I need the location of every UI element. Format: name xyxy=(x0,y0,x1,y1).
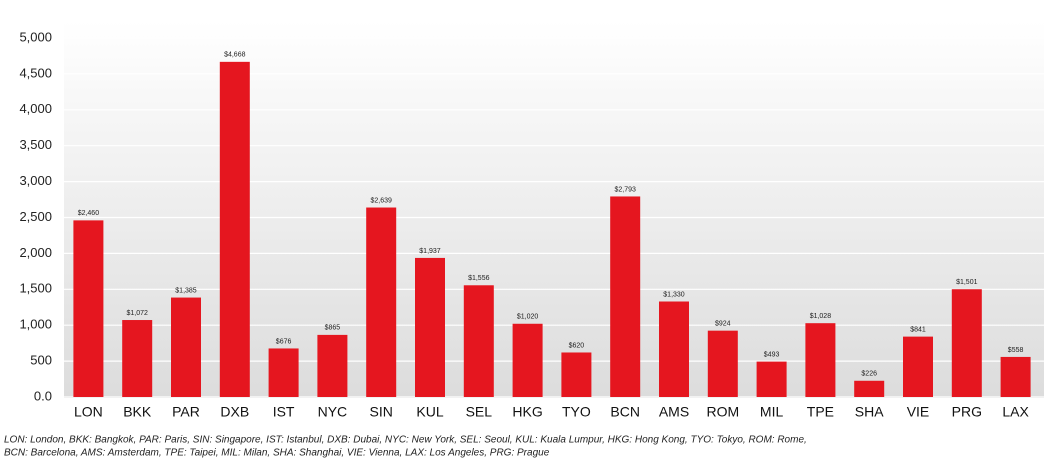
value-label: $2,793 xyxy=(614,186,636,193)
x-tick-label: VIE xyxy=(907,404,930,420)
value-label: $1,937 xyxy=(419,248,441,255)
y-tick-label: 5,000 xyxy=(19,29,52,44)
x-tick-label: SIN xyxy=(370,404,393,420)
x-tick-label: SEL xyxy=(466,404,493,420)
value-label: $924 xyxy=(715,321,731,328)
plot-background xyxy=(64,20,1044,398)
value-label: $1,501 xyxy=(956,279,978,286)
y-tick-label: 4,000 xyxy=(19,101,52,116)
x-tick-label: SHA xyxy=(855,404,884,420)
x-tick-label: NYC xyxy=(318,404,348,420)
bar xyxy=(707,330,738,397)
x-tick-label: MIL xyxy=(760,404,784,420)
value-label: $865 xyxy=(325,325,341,332)
value-label: $1,330 xyxy=(663,291,685,298)
x-tick-label: LAX xyxy=(1002,404,1029,420)
bar xyxy=(317,334,348,397)
footnote: LON: London, BKK: Bangkok, PAR: Paris, S… xyxy=(4,435,807,446)
x-tick-label: KUL xyxy=(416,404,443,420)
x-tick-label: HKG xyxy=(512,404,542,420)
value-label: $493 xyxy=(764,351,780,358)
bar xyxy=(122,320,153,397)
bar xyxy=(463,285,494,397)
value-label: $226 xyxy=(861,371,877,378)
value-label: $841 xyxy=(910,326,926,333)
x-tick-label: IST xyxy=(273,404,295,420)
value-label: $1,020 xyxy=(517,314,539,321)
footnote: BCN: Barcelona, AMS: Amsterdam, TPE: Tai… xyxy=(4,448,550,459)
value-label: $2,639 xyxy=(370,197,392,204)
y-tick-label: 1,000 xyxy=(19,317,52,332)
x-tick-label: BCN xyxy=(610,404,640,420)
y-tick-label: 500 xyxy=(30,353,52,368)
bar xyxy=(73,220,104,397)
y-tick-label: 2,500 xyxy=(19,209,52,224)
value-label: $1,556 xyxy=(468,275,490,282)
bar xyxy=(512,323,543,397)
x-tick-label: TPE xyxy=(807,404,834,420)
bar xyxy=(268,348,299,397)
y-tick-label: 3,000 xyxy=(19,173,52,188)
x-tick-label: LON xyxy=(74,404,103,420)
value-label: $1,072 xyxy=(126,310,148,317)
bar xyxy=(903,336,933,397)
bar xyxy=(756,361,787,397)
bar xyxy=(659,301,689,397)
bar xyxy=(415,257,445,397)
bar xyxy=(854,380,885,397)
y-tick-label: 2,000 xyxy=(19,245,52,260)
value-label: $1,385 xyxy=(175,287,197,294)
x-tick-label: PRG xyxy=(952,404,982,420)
bar xyxy=(610,196,641,397)
value-label: $558 xyxy=(1008,347,1024,354)
y-tick-label: 3,500 xyxy=(19,137,52,152)
y-tick-label: 0.0 xyxy=(34,388,52,403)
bar xyxy=(366,207,397,397)
x-tick-label: PAR xyxy=(172,404,200,420)
value-label: $620 xyxy=(569,342,585,349)
value-label: $2,460 xyxy=(78,210,100,217)
bar xyxy=(171,297,201,397)
y-tick-label: 1,500 xyxy=(19,281,52,296)
bar xyxy=(219,61,250,398)
value-label: $4,668 xyxy=(224,52,246,59)
x-tick-label: DXB xyxy=(220,404,249,420)
bar xyxy=(1000,356,1031,397)
bar xyxy=(561,352,592,397)
value-label: $676 xyxy=(276,338,292,345)
bar xyxy=(805,323,836,397)
x-tick-label: AMS xyxy=(659,404,689,420)
x-tick-label: BKK xyxy=(123,404,152,420)
value-label: $1,028 xyxy=(810,313,832,320)
x-tick-label: ROM xyxy=(706,404,739,420)
y-tick-label: 4,500 xyxy=(19,65,52,80)
x-tick-label: TYO xyxy=(562,404,591,420)
bar xyxy=(951,289,982,397)
